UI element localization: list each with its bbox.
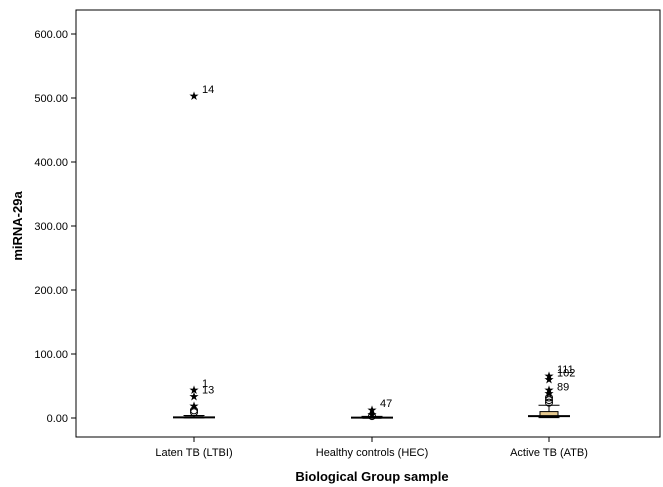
y-tick-label: 200.00: [34, 285, 68, 297]
outlier-label: 89: [557, 381, 569, 393]
y-tick-label: 0.00: [47, 413, 68, 425]
outlier-extreme: ★: [544, 386, 555, 400]
outlier-extreme: ★: [544, 372, 555, 386]
outlier-extreme: ★: [189, 390, 200, 404]
outlier-point: [545, 396, 553, 405]
y-tick-label: 300.00: [34, 221, 68, 233]
y-axis-title: miRNA-29a: [10, 191, 25, 261]
outlier-extreme: ★: [544, 383, 555, 397]
outlier-extreme: ★: [544, 369, 555, 383]
box-group: ★ 111★ 102★★ 89: [528, 364, 575, 419]
outlier-extreme: ★: [189, 383, 200, 397]
outlier-extreme: ★: [189, 89, 200, 103]
outlier-label: 111: [557, 364, 574, 376]
outlier-label: 13: [202, 385, 214, 397]
x-axis-title: Biological Group sample: [295, 469, 448, 484]
outlier-label: 14: [202, 84, 214, 96]
outlier-label: 102: [557, 367, 575, 379]
y-tick-label: 400.00: [34, 157, 68, 169]
y-tick-label: 500.00: [34, 93, 68, 105]
outlier-label: 1: [202, 378, 208, 390]
outlier-point: [368, 412, 376, 421]
box-series: ★ 14★ 1★ 13★ ★ 47★★ 111★ 102★★ 89: [173, 84, 575, 422]
outlier-extreme: ★: [367, 403, 378, 417]
outlier-extreme: ★: [189, 399, 200, 413]
outlier-point: [545, 393, 553, 402]
x-tick-label: Active TB (ATB): [510, 447, 588, 459]
outlier-point: [545, 398, 553, 407]
box-group: ★ 47★: [351, 398, 393, 422]
outlier-extreme: ★: [367, 408, 378, 422]
y-tick-label: 600.00: [34, 29, 68, 41]
y-axis: 0.00 100.00 200.00 300.00 400.00 500.00 600.00: [34, 29, 76, 425]
x-tick-label: Laten TB (LTBI): [155, 447, 232, 459]
box-group: ★ 14★ 1★ 13★: [173, 84, 215, 419]
x-axis: Laten TB (LTBI) Healthy controls (HEC) Act…: [155, 437, 588, 459]
outlier-label: 47: [380, 398, 392, 410]
plot-frame: [75, 9, 661, 438]
outlier-point: [190, 408, 198, 417]
x-tick-label: Healthy controls (HEC): [316, 447, 428, 459]
y-tick-label: 100.00: [34, 349, 68, 361]
